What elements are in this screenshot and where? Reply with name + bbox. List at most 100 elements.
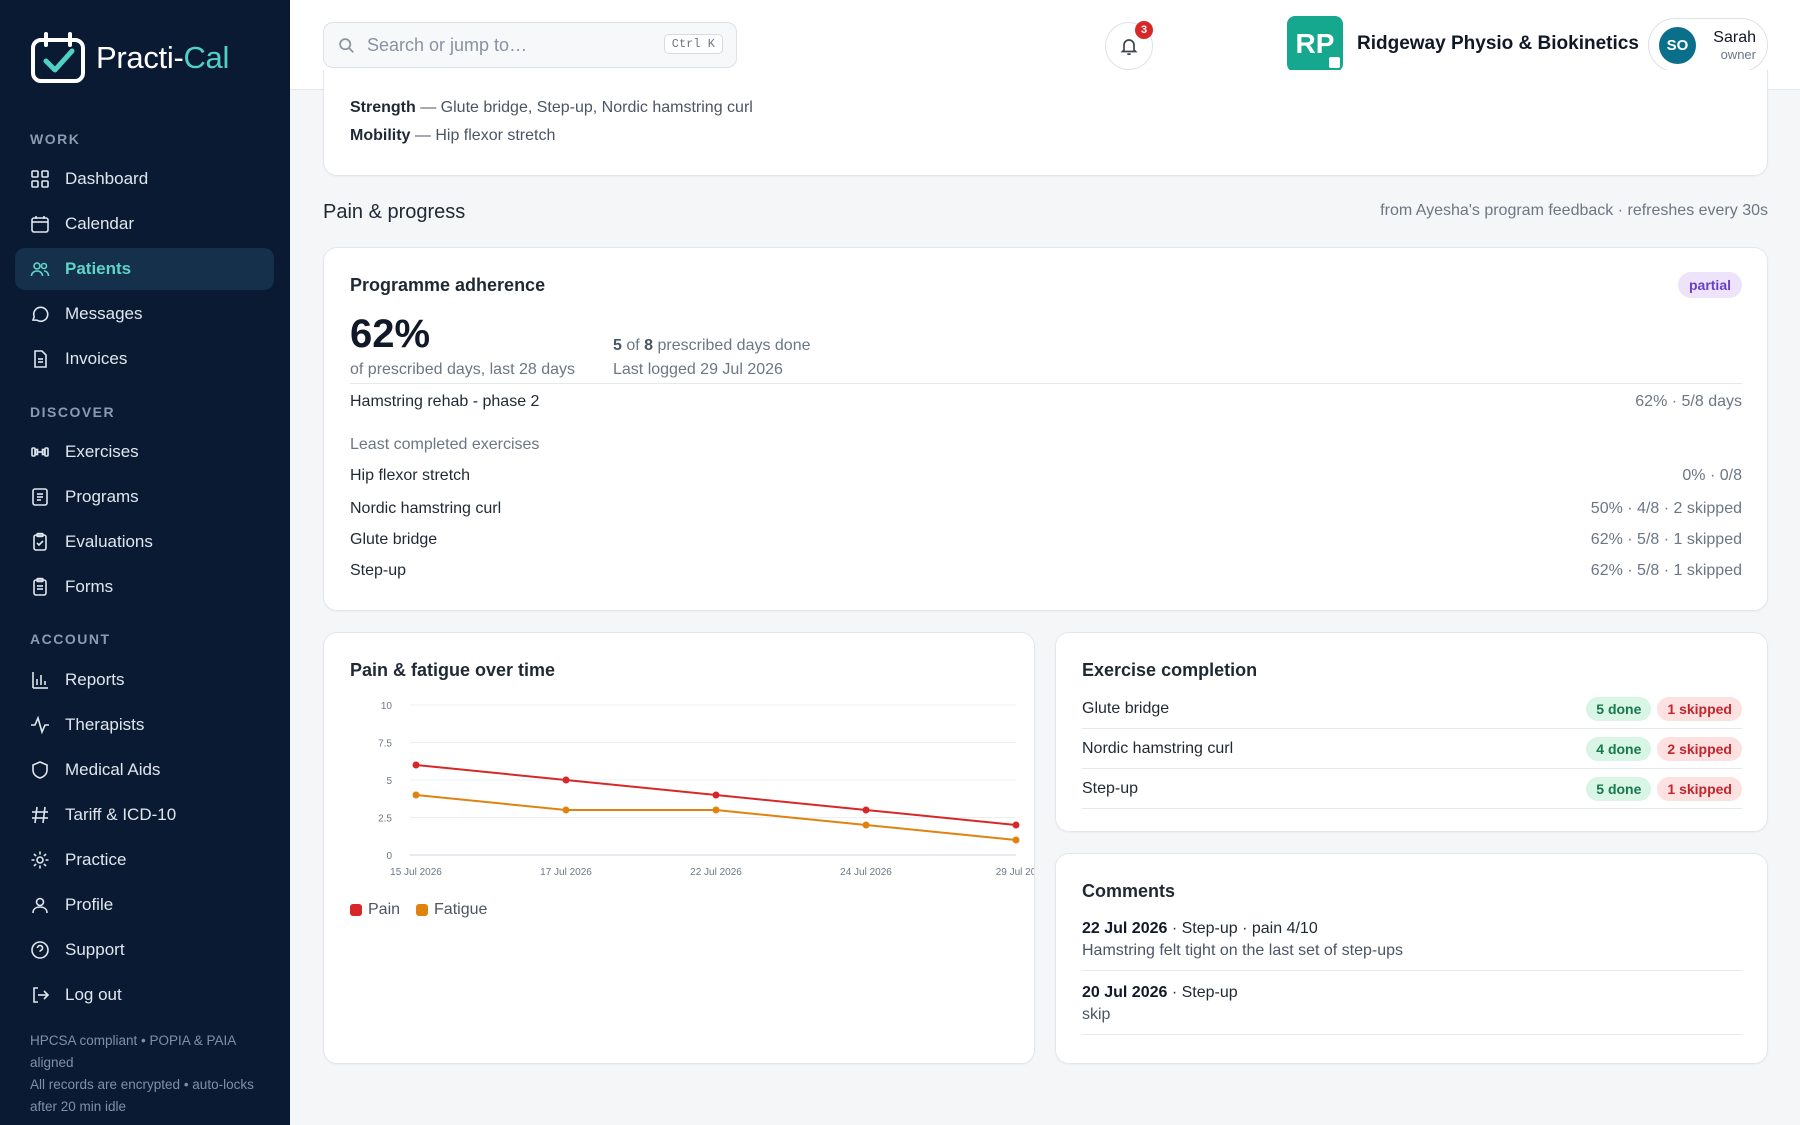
list-icon — [30, 487, 50, 507]
comments-title: Comments — [1082, 881, 1176, 901]
exercise-value: 62% · 5/8 · 1 skipped — [1590, 531, 1742, 548]
sidebar-item-practice[interactable]: Practice — [15, 839, 274, 881]
user-menu-button[interactable]: SO Sarah owner — [1648, 18, 1768, 72]
sidebar-item-tariff[interactable]: Tariff & ICD-10 — [15, 794, 274, 836]
chart-legend: Pain Fatigue — [350, 901, 487, 919]
logout-icon — [30, 985, 50, 1005]
data-point-fatigue — [562, 806, 570, 814]
legend-label-fatigue: Fatigue — [434, 901, 488, 918]
sidebar-item-exercises[interactable]: Exercises — [15, 431, 274, 473]
last-logged: Last logged 29 Jul 2026 — [613, 361, 783, 378]
notifications-button[interactable]: 3 — [1105, 21, 1153, 70]
category-line-strength: Strength — Glute bridge, Step-up, Nordic… — [350, 99, 753, 116]
sidebar-item-reports[interactable]: Reports — [15, 659, 274, 701]
sidebar-item-forms[interactable]: Forms — [15, 566, 274, 608]
data-point-pain — [412, 761, 420, 769]
sidebar-item-evaluations[interactable]: Evaluations — [15, 521, 274, 563]
program-categories-card: Strength — Glute bridge, Step-up, Nordic… — [323, 70, 1768, 176]
bell-icon — [1120, 39, 1138, 56]
list-item: Step-up 62% · 5/8 · 1 skipped — [350, 562, 1742, 580]
sidebar-item-label: Patients — [65, 259, 132, 278]
sidebar-item-label: Evaluations — [65, 532, 153, 551]
sidebar-item-dashboard[interactable]: Dashboard — [15, 158, 274, 200]
x-tick-label: 29 Jul 20 — [996, 867, 1034, 878]
pain-fatigue-line-chart: 0 2.5 5 7.5 10 15 Jul 2026 17 Jul 2026 22 Jul 2… — [378, 701, 1034, 878]
pain-fatigue-chart-card: Pain & fatigue over time 0 2.5 5 7.5 10 15 Ju… — [323, 632, 1035, 1064]
clipboard-check-icon — [30, 532, 50, 552]
skipped-badge: 2 skipped — [1657, 736, 1742, 761]
sidebar-item-programs[interactable]: Programs — [15, 476, 274, 518]
skipped-badge: 1 skipped — [1657, 696, 1742, 721]
sidebar: Practi-Cal WORK DISCOVER ACCOUNT Dashboa… — [0, 0, 290, 1125]
comment-text: Hamstring felt tight on the last set of … — [1082, 942, 1404, 959]
practice-logo-dot — [1329, 57, 1340, 68]
sidebar-item-label: Dashboard — [65, 169, 149, 188]
chat-icon — [30, 304, 50, 324]
adherence-percent-caption: of prescribed days, last 28 days — [350, 361, 576, 378]
exercise-completion-card: Exercise completion Glute bridge 5 done 1… — [1055, 632, 1768, 832]
shield-icon — [30, 760, 50, 780]
adherence-percent: 62% — [350, 312, 431, 356]
compliance-note: HPCSA compliant • POPIA & PAIA aligned — [30, 1033, 236, 1070]
y-tick-label: 2.5 — [378, 814, 392, 825]
security-note: All records are encrypted • auto-locks a… — [30, 1077, 254, 1114]
sidebar-item-profile[interactable]: Profile — [15, 884, 274, 926]
program-row: Hamstring rehab - phase 2 62% · 5/8 days — [350, 393, 1742, 411]
x-tick-label: 17 Jul 2026 — [540, 867, 592, 878]
done-badge: 5 done — [1586, 776, 1652, 801]
data-point-fatigue — [412, 791, 420, 799]
list-item: Nordic hamstring curl 50% · 4/8 · 2 skip… — [350, 500, 1742, 518]
adherence-title: Programme adherence — [350, 275, 546, 295]
data-point-pain — [1012, 821, 1020, 829]
sidebar-item-invoices[interactable]: Invoices — [15, 338, 274, 380]
search-input[interactable] — [367, 34, 667, 56]
search-box[interactable]: Ctrl K — [323, 22, 737, 68]
sidebar-item-messages[interactable]: Messages — [15, 293, 274, 335]
sidebar-item-label: Messages — [65, 304, 143, 323]
sidebar-item-logout[interactable]: Log out — [15, 974, 274, 1016]
document-icon — [30, 349, 50, 369]
y-tick-label: 5 — [386, 776, 392, 787]
done-badge: 4 done — [1586, 736, 1652, 761]
section-title: Pain & progress — [323, 201, 466, 223]
sidebar-item-label: Reports — [65, 670, 125, 689]
x-tick-label: 15 Jul 2026 — [390, 867, 442, 878]
sidebar-item-patients[interactable]: Patients — [15, 248, 274, 290]
users-icon — [30, 259, 50, 279]
practice-initials: RP — [1295, 28, 1335, 59]
brand-logo[interactable]: Practi-Cal — [30, 32, 229, 84]
practice-logo[interactable]: RP — [1287, 16, 1343, 72]
sidebar-footer: HPCSA compliant • POPIA & PAIA aligned A… — [30, 1030, 260, 1118]
status-badge: partial — [1677, 272, 1742, 298]
exercise-name: Nordic hamstring curl — [350, 500, 502, 517]
sidebar-item-calendar[interactable]: Calendar — [15, 203, 274, 245]
search-shortcut-hint: Ctrl K — [663, 34, 723, 54]
comment-item: 20 Jul 2026 · Step-up skip — [1082, 984, 1742, 1035]
sidebar-item-label: Therapists — [65, 715, 145, 734]
sidebar-item-therapists[interactable]: Therapists — [15, 704, 274, 746]
nav-section-discover: DISCOVER — [30, 404, 116, 420]
list-item: Hip flexor stretch 0% · 0/8 — [350, 467, 1742, 485]
exercise-value: 0% · 0/8 — [1682, 467, 1742, 484]
clipboard-icon — [30, 577, 50, 597]
program-value: 62% · 5/8 days — [1635, 393, 1742, 410]
sidebar-item-medical-aids[interactable]: Medical Aids — [15, 749, 274, 791]
data-point-fatigue — [862, 821, 870, 829]
data-point-pain — [712, 791, 720, 799]
gear-icon — [30, 850, 50, 870]
practice-name: Ridgeway Physio & Biokinetics — [1357, 33, 1639, 54]
y-tick-label: 7.5 — [378, 739, 392, 750]
exercise-name: Glute bridge — [1082, 699, 1170, 717]
brand-name: Practi-Cal — [96, 40, 230, 75]
exercise-name: Step-up — [1082, 779, 1139, 797]
exercise-value: 50% · 4/8 · 2 skipped — [1590, 500, 1742, 517]
hash-icon — [30, 805, 50, 825]
sidebar-item-support[interactable]: Support — [15, 929, 274, 971]
grid-icon — [30, 169, 50, 189]
section-note: from Ayesha's program feedback · refresh… — [1380, 202, 1768, 219]
list-item: Glute bridge 62% · 5/8 · 1 skipped — [350, 531, 1742, 549]
least-completed-heading: Least completed exercises — [350, 436, 540, 453]
category-line-mobility: Mobility — Hip flexor stretch — [350, 127, 556, 144]
user-role: owner — [1720, 46, 1756, 62]
sidebar-item-label: Invoices — [65, 349, 128, 368]
